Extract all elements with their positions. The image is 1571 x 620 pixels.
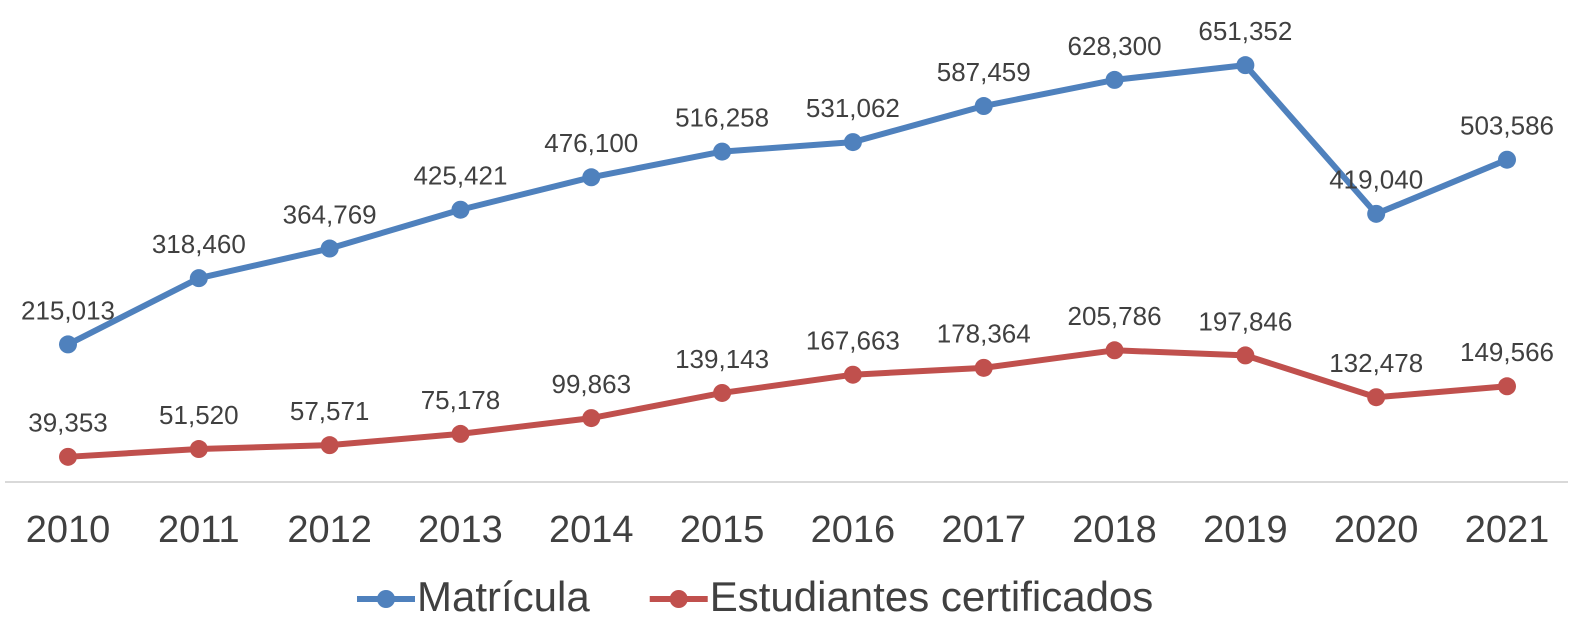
- data-label: 99,863: [552, 369, 632, 399]
- data-point: [974, 358, 993, 377]
- data-label: 75,178: [421, 385, 501, 415]
- data-label: 476,100: [544, 128, 638, 158]
- data-label: 57,571: [290, 396, 370, 426]
- data-point: [1105, 341, 1124, 360]
- data-point: [320, 239, 339, 258]
- data-point: [1367, 204, 1386, 223]
- data-point: [59, 447, 77, 466]
- legend-label: Matrícula: [417, 573, 590, 620]
- x-tick-label: 2016: [811, 509, 896, 551]
- data-label: 205,786: [1068, 301, 1162, 331]
- data-label: 215,013: [21, 295, 115, 325]
- x-tick-label: 2017: [941, 509, 1026, 551]
- data-label: 318,460: [152, 229, 246, 259]
- x-tick-label: 2015: [680, 509, 765, 551]
- x-tick-label: 2013: [418, 509, 503, 551]
- data-point: [451, 200, 470, 219]
- data-label: 149,566: [1460, 337, 1554, 367]
- data-point: [974, 97, 993, 116]
- data-label: 51,520: [159, 400, 239, 430]
- series-line: [66, 62, 1509, 348]
- data-point: [189, 269, 208, 288]
- data-label: 167,663: [806, 326, 900, 356]
- x-tick-label: 2018: [1072, 509, 1157, 551]
- data-point: [1236, 346, 1255, 365]
- series-line: [67, 347, 1508, 460]
- data-label: 132,478: [1329, 348, 1423, 378]
- data-label: 139,143: [675, 344, 769, 374]
- data-point: [1105, 70, 1124, 89]
- x-tick-label: 2019: [1203, 509, 1288, 551]
- legend-marker: [669, 590, 688, 608]
- data-point: [713, 383, 732, 402]
- data-point: [1498, 150, 1516, 169]
- data-label: 425,421: [413, 161, 507, 191]
- x-tick-label: 2021: [1465, 509, 1550, 551]
- data-label: 503,586: [1460, 111, 1554, 141]
- data-label: 178,364: [937, 319, 1031, 349]
- data-point: [451, 424, 470, 443]
- x-tick-label: 2014: [549, 509, 634, 551]
- data-label: 587,459: [937, 57, 1031, 87]
- data-point: [843, 365, 862, 384]
- legend-label: Estudiantes certificados: [710, 573, 1154, 620]
- data-label: 531,062: [806, 93, 900, 123]
- data-point: [320, 436, 339, 455]
- data-point: [713, 142, 732, 161]
- x-tick-label: 2012: [287, 509, 372, 551]
- data-point: [189, 440, 208, 459]
- legend-marker: [377, 590, 395, 608]
- data-label: 419,040: [1329, 165, 1423, 195]
- data-label: 516,258: [675, 102, 769, 132]
- data-point: [1367, 388, 1386, 407]
- x-tick-label: 2020: [1334, 509, 1419, 551]
- data-label: 651,352: [1198, 16, 1292, 46]
- data-point: [582, 168, 601, 187]
- data-point: [1498, 377, 1516, 396]
- data-point: [1236, 56, 1255, 75]
- data-point: [59, 335, 77, 354]
- data-label: 39,353: [28, 408, 108, 438]
- x-tick-label: 2011: [158, 509, 240, 551]
- x-tick-label: 2010: [26, 509, 111, 551]
- data-label: 197,846: [1198, 306, 1292, 336]
- data-label: 628,300: [1068, 31, 1162, 61]
- data-point: [843, 133, 862, 152]
- data-point: [582, 409, 601, 428]
- data-label: 364,769: [283, 199, 377, 229]
